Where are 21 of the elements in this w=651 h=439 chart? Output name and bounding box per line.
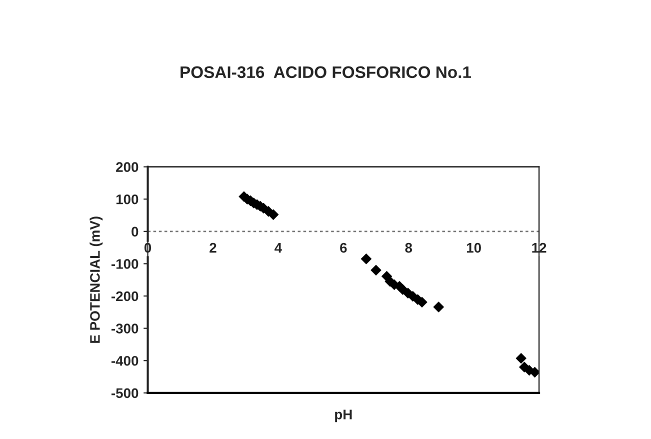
point [268,209,279,220]
x-tick-label: 10 [466,242,481,253]
point [370,264,382,276]
y-tick-label: 100 [116,194,138,204]
point [433,302,444,312]
x-tick-label: 6 [340,242,347,253]
y-axis-title: E POTENCIAL (mV) [90,216,103,343]
y-tick-label: 200 [116,162,138,172]
y-tick-label: -400 [111,356,138,366]
y-tick-label: 0 [132,226,138,237]
y-tick-label: -300 [111,324,138,334]
y-tick-label: -200 [111,291,138,302]
x-axis-title: pH [335,410,352,422]
point [516,353,526,364]
y-tick-label: -500 [111,388,138,398]
y-tick-label: -100 [111,259,138,269]
x-tick-label: 4 [274,243,282,253]
x-tick-label: 2 [210,242,216,253]
chart-title: POSAI-316 ACIDO FOSFORICO No.1 [180,66,472,78]
point [360,254,372,264]
x-tick-label: 8 [405,242,412,253]
